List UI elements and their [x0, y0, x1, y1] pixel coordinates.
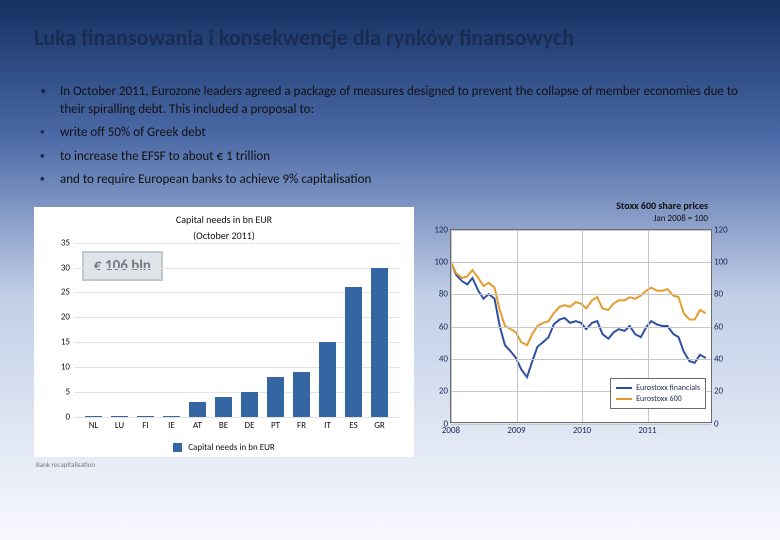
- bullet-item: In October 2011, Eurozone leaders agreed…: [38, 83, 746, 118]
- bar-IT: IT: [319, 243, 336, 417]
- bar-ES: ES: [345, 243, 362, 417]
- legend-label: Capital needs in bn EUR: [188, 442, 275, 453]
- bar-IE: IE: [163, 243, 180, 417]
- bar-chart-note: (October 2011): [34, 229, 414, 242]
- charts-row: Capital needs in bn EUR (October 2011) €…: [34, 207, 746, 457]
- bullet-list: In October 2011, Eurozone leaders agreed…: [38, 83, 746, 189]
- series-eurostoxx-600: [451, 262, 706, 345]
- bar-FI: FI: [137, 243, 154, 417]
- line-chart-legend: Eurostoxx financialsEurostoxx 600: [610, 378, 706, 409]
- bar-chart-source: Bank recapitalisation: [36, 460, 95, 469]
- bullet-item: and to require European banks to achieve…: [38, 171, 746, 189]
- bullet-item: to increase the EFSF to about € 1 trilli…: [38, 148, 746, 166]
- line-chart-subtitle: Jan 2008 = 100: [654, 213, 708, 224]
- bar-chart-plot: 05101520253035NLLUFIIEATBEDEPTFRITESGR: [74, 243, 399, 417]
- bar-chart-legend: Capital needs in bn EUR: [34, 442, 414, 453]
- bar-GR: GR: [371, 243, 388, 417]
- bar-chart: Capital needs in bn EUR (October 2011) €…: [34, 207, 414, 457]
- bar-LU: LU: [111, 243, 128, 417]
- bar-BE: BE: [215, 243, 232, 417]
- line-chart-title: Stoxx 600 share prices: [616, 199, 708, 212]
- bar-chart-title: Capital needs in bn EUR: [34, 213, 414, 226]
- legend-row: Eurostoxx financials: [616, 383, 700, 393]
- bar-PT: PT: [267, 243, 284, 417]
- bar-DE: DE: [241, 243, 258, 417]
- legend-row: Eurostoxx 600: [616, 394, 700, 404]
- page-title: Luka finansowania i konsekwencje dla ryn…: [34, 24, 746, 51]
- bar-FR: FR: [293, 243, 310, 417]
- bullet-item: write off 50% of Greek debt: [38, 124, 746, 142]
- line-chart: Stoxx 600 share prices Jan 2008 = 100 00…: [426, 207, 746, 457]
- legend-swatch: [173, 443, 182, 452]
- bar-AT: AT: [189, 243, 206, 417]
- bar-NL: NL: [85, 243, 102, 417]
